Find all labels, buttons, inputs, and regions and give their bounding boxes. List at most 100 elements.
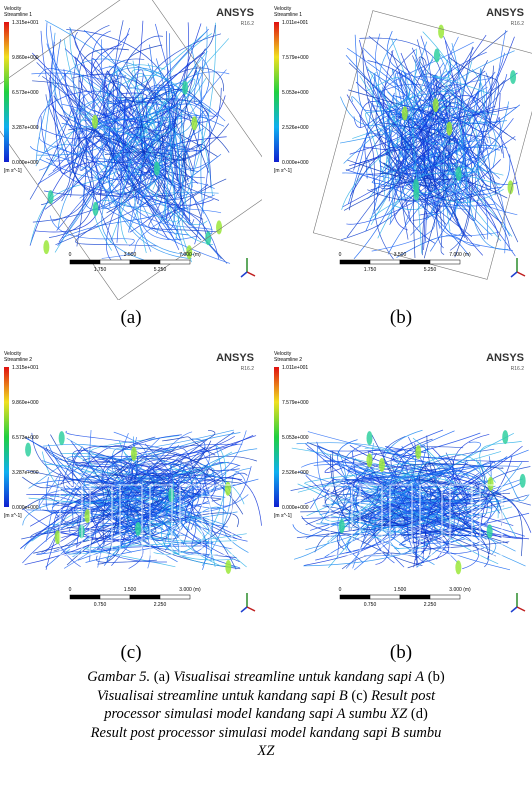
legend-tick: 2.526e+000 <box>282 125 309 131</box>
legend-tick: 6.573e+000 <box>12 90 39 96</box>
scale-bar <box>340 595 370 599</box>
hotspot <box>48 190 54 204</box>
scale-label: 0 <box>339 587 342 593</box>
legend-tick: 5.053e+000 <box>282 90 309 96</box>
scale-bar <box>430 595 460 599</box>
scale-label: 7.000 (m) <box>449 252 471 258</box>
hotspot <box>446 122 452 136</box>
scale-bar <box>400 260 430 264</box>
caption-text: processor simulasi model kandang sapi A … <box>104 706 407 722</box>
hotspot <box>225 560 231 574</box>
hotspot <box>415 445 421 459</box>
hotspot <box>339 519 345 533</box>
brand: ANSYS <box>486 7 524 19</box>
hotspot <box>488 477 494 491</box>
hotspot <box>433 98 439 112</box>
hotspot <box>59 431 65 445</box>
scale-label: 3.500 <box>394 252 407 258</box>
scale-label: 7.000 (m) <box>179 252 201 258</box>
hotspot <box>216 220 222 234</box>
cfd-image: VelocityStreamline 11.011e+0017.579e+000… <box>270 0 532 300</box>
hotspot <box>502 430 508 444</box>
legend-tick: 1.011e+001 <box>282 20 308 26</box>
legend-subtitle: Streamline 1 <box>274 12 302 18</box>
hotspot <box>487 524 493 538</box>
legend-tick: 0.000e+000 <box>282 160 309 166</box>
hotspot <box>456 167 462 181</box>
hotspot <box>92 202 98 216</box>
legend-unit: [m s^-1] <box>4 513 22 519</box>
streamlines <box>20 430 261 574</box>
legend-tick: 6.573e+000 <box>12 435 39 441</box>
legend-tick: 7.579e+000 <box>282 55 309 61</box>
scale-label: 0 <box>69 587 72 593</box>
scale-label: 1.750 <box>364 267 377 273</box>
scale-label: 1.500 <box>394 587 407 593</box>
axis-triad <box>241 607 247 612</box>
legend-subtitle: Streamline 2 <box>4 357 32 363</box>
axis-triad <box>511 607 517 612</box>
hotspot <box>43 240 49 254</box>
hotspot <box>366 453 372 467</box>
scale-bar <box>100 595 130 599</box>
scale-bar <box>100 260 130 264</box>
caption-line: Visualisai streamline untuk kandang sapi… <box>0 687 532 706</box>
hotspot <box>135 522 141 536</box>
scale-label: 3.000 (m) <box>179 587 201 593</box>
caption-text: Result post processor simulasi model kan… <box>91 725 442 741</box>
color-bar <box>4 367 9 507</box>
scale-bar <box>340 260 370 264</box>
hotspot <box>434 49 440 63</box>
caption-text: Result post <box>371 688 435 704</box>
hotspot <box>182 81 188 95</box>
scale-bar <box>130 260 160 264</box>
scale-label: 0.750 <box>364 602 377 608</box>
caption-text: (c) <box>348 688 371 704</box>
color-bar <box>4 22 9 162</box>
scale-label: 1.500 <box>124 587 137 593</box>
hotspot <box>438 25 444 39</box>
brand: ANSYS <box>486 352 524 364</box>
hotspot <box>191 116 197 130</box>
caption-line: Gambar 5. (a) Visualisai streamline untu… <box>0 668 532 687</box>
hotspot <box>520 474 526 488</box>
hotspot <box>455 560 461 574</box>
scale-bar <box>160 595 190 599</box>
hotspot <box>379 458 385 472</box>
legend-tick: 0.000e+000 <box>12 505 39 511</box>
color-bar <box>274 22 279 162</box>
streamlines <box>30 20 230 263</box>
scale-label: 1.750 <box>94 267 107 273</box>
hotspot <box>131 447 137 461</box>
axis-triad <box>241 272 247 277</box>
hotspot <box>25 443 31 457</box>
legend-subtitle: Streamline 2 <box>274 357 302 363</box>
scale-label: 2.250 <box>424 602 437 608</box>
version: R16.2 <box>241 21 255 27</box>
version: R16.2 <box>511 21 525 27</box>
legend-unit: [m s^-1] <box>4 168 22 174</box>
caption-text: Visualisai streamline untuk kandang sapi… <box>173 669 424 685</box>
caption-text: (d) <box>407 706 428 722</box>
panel-label: (a) <box>0 307 262 329</box>
legend-tick: 1.011e+001 <box>282 365 308 371</box>
hotspot <box>402 106 408 120</box>
hotspot <box>510 70 516 84</box>
hotspot <box>413 187 419 201</box>
version: R16.2 <box>511 366 525 372</box>
scale-label: 0 <box>69 252 72 258</box>
scale-bar <box>70 595 100 599</box>
caption-line: XZ <box>0 742 532 761</box>
axis-triad <box>517 607 525 611</box>
legend-tick: 0.000e+000 <box>282 505 309 511</box>
scale-label: 5.250 <box>424 267 437 273</box>
scale-bar <box>130 595 160 599</box>
caption-text: Gambar 5. <box>87 669 150 685</box>
scale-label: 3.500 <box>124 252 137 258</box>
scale-label: 0 <box>339 252 342 258</box>
legend-tick: 2.526e+000 <box>282 470 309 476</box>
axis-triad <box>247 272 255 276</box>
scale-bar <box>370 260 400 264</box>
legend-tick: 0.000e+000 <box>12 160 39 166</box>
